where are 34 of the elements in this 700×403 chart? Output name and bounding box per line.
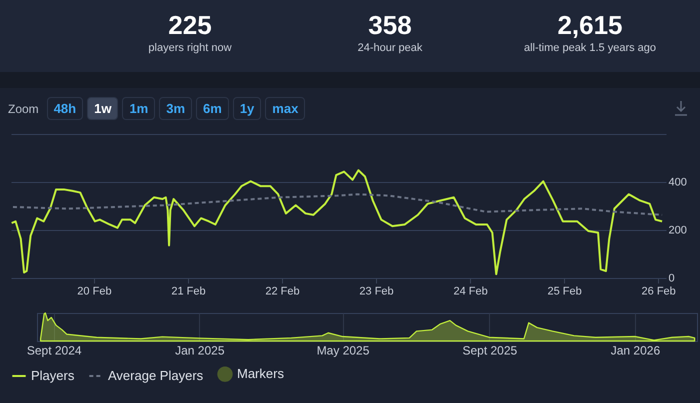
text: 1y: [232, 97, 262, 120]
text: 225: [167, 10, 213, 40]
text: max: [265, 97, 306, 120]
x-tick-label: 25 Feb: [548, 286, 582, 298]
legend-label: Players: [31, 368, 75, 383]
text: 3m: [159, 97, 192, 120]
x-tick-label: 23 Feb: [359, 286, 394, 298]
line-series: [12, 193, 664, 216]
x-tick-label: 20 Feb: [77, 286, 112, 298]
x-tick-label: Sept 2025: [462, 344, 518, 358]
text: 1m: [122, 97, 156, 120]
text: 6m: [196, 97, 229, 120]
line-series: [10, 169, 664, 276]
text: 1w: [87, 97, 118, 120]
legend-label: Markers: [237, 366, 284, 382]
legend-label: Average Players: [108, 368, 204, 383]
text: 24-hour peak: [356, 42, 424, 54]
x-tick-label: 21 Feb: [171, 286, 206, 298]
x-tick-label: 26 Feb: [642, 286, 676, 298]
x-tick-label: 24 Feb: [453, 286, 488, 298]
text: 358: [367, 10, 413, 40]
x-tick-label: May 2025: [316, 344, 370, 358]
text: players right now: [147, 42, 233, 54]
x-tick-label: Jan 2025: [175, 344, 225, 358]
text: 2,615: [556, 10, 624, 40]
y-tick-label: 400: [668, 176, 687, 188]
y-tick-label: 0: [668, 272, 675, 284]
x-tick-label: Sept 2024: [26, 344, 82, 358]
x-tick-label: Jan 2026: [610, 344, 660, 358]
text: Zoom: [8, 102, 39, 116]
text: all-time peak 1.5 years ago: [522, 42, 658, 54]
text: 48h: [46, 97, 84, 120]
y-tick-label: 200: [668, 224, 687, 236]
x-tick-label: 22 Feb: [265, 286, 300, 298]
